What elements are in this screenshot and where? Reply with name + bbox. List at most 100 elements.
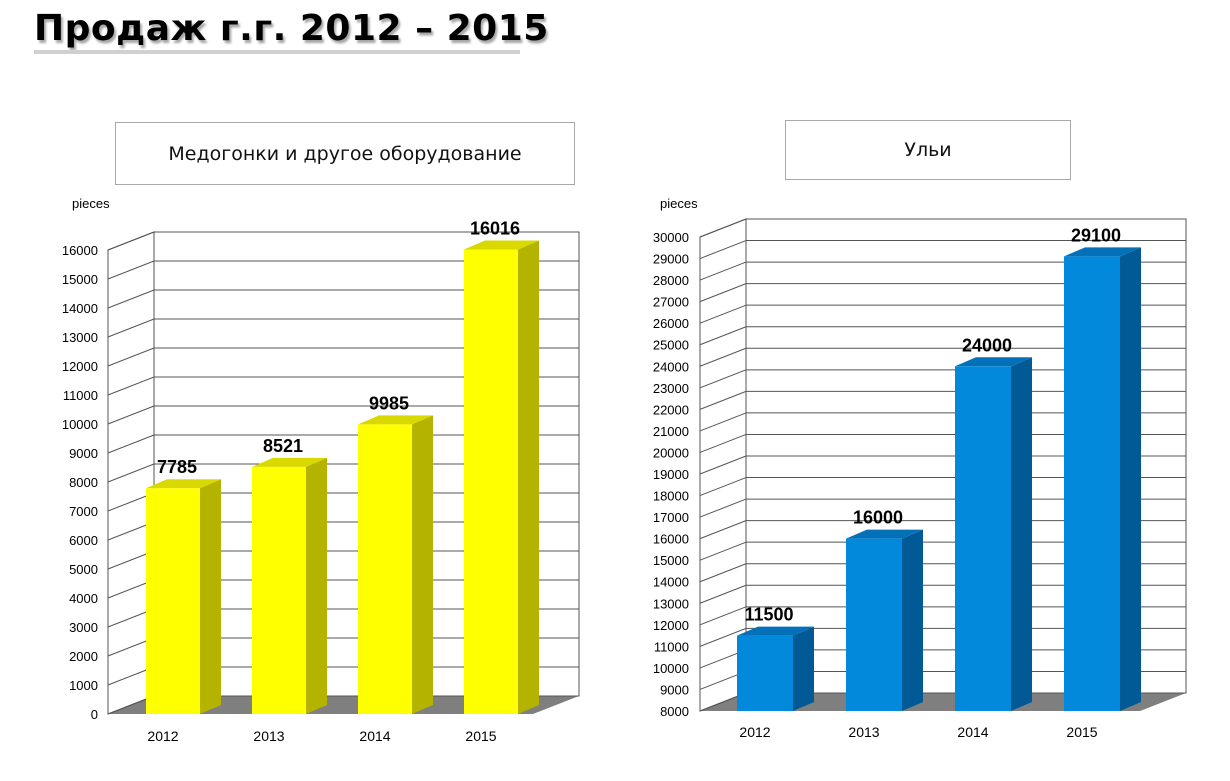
chart-2-data-label: 16000 <box>853 508 903 528</box>
chart-2-y-tick-label: 11000 <box>654 639 689 654</box>
chart-2-y-tick-label: 24000 <box>653 359 689 374</box>
chart-1-y-tick-label: 0 <box>91 707 98 722</box>
chart-1-y-tick-label: 14000 <box>62 301 98 316</box>
chart-1-bar-top <box>252 457 327 467</box>
chart-2-unit-label: pieces <box>660 196 698 211</box>
chart-2-grid-slant <box>699 304 747 324</box>
chart-1-title: Медогонки и другое оборудование <box>168 142 522 165</box>
chart-2-grid-slant <box>699 627 747 647</box>
chart-1-grid-slant <box>107 260 155 280</box>
chart-2-grid-slant <box>699 541 747 561</box>
chart-1-x-tick-label: 2015 <box>465 728 496 744</box>
chart-2-grid-slant <box>699 498 747 518</box>
chart-1-grid-slant <box>107 318 155 338</box>
chart-1-x-tick-label: 2013 <box>253 728 284 744</box>
chart-2-grid-slant <box>699 606 747 626</box>
chart-1-grid-slant <box>107 376 155 396</box>
chart-1-y-tick-label: 13000 <box>62 330 98 345</box>
chart-1-bar <box>464 249 518 714</box>
chart-1-y-tick-label: 16000 <box>62 243 98 258</box>
chart-1-y-tick-label: 1000 <box>69 678 98 693</box>
chart-2-bar <box>1064 256 1120 711</box>
chart-2-bar <box>737 635 793 711</box>
chart-2-y-tick-label: 30000 <box>653 230 689 245</box>
chart-2-grid-slant <box>699 261 747 281</box>
chart-1-bar-side <box>518 240 539 714</box>
chart-2-y-tick-label: 23000 <box>653 381 689 396</box>
chart-2-bar-side <box>902 529 923 711</box>
chart-1-grid-slant <box>107 231 155 251</box>
chart-1-y-tick-label: 4000 <box>69 591 98 606</box>
chart-1-y-tick-label: 11000 <box>63 388 98 403</box>
chart-1-bar-top <box>146 479 221 489</box>
chart-2-x-tick-label: 2012 <box>739 724 770 740</box>
chart-2-grid-slant <box>699 563 747 583</box>
chart-2-grid-slant <box>699 455 747 475</box>
chart-1-grid-slant <box>107 405 155 425</box>
chart-2-y-tick-label: 16000 <box>653 532 689 547</box>
chart-2-grid-slant <box>699 412 747 432</box>
chart-2-data-label: 24000 <box>962 335 1012 355</box>
chart-2-data-label: 11500 <box>744 605 793 625</box>
chart-1-bar-side <box>412 415 433 714</box>
chart-2-y-tick-label: 8000 <box>660 704 689 719</box>
chart-2-bar-side <box>1120 247 1141 711</box>
chart-2-grid-slant <box>699 283 747 303</box>
chart-2-y-tick-label: 14000 <box>653 575 689 590</box>
chart-1-bar-top <box>358 415 433 425</box>
chart-1-y-tick-label: 7000 <box>69 504 98 519</box>
chart-2-title-box: Ульи <box>785 120 1071 180</box>
chart-2-y-tick-label: 20000 <box>653 445 689 460</box>
chart-1-bar <box>252 466 306 714</box>
chart-2-grid-slant <box>699 240 747 260</box>
chart-2-bar-top <box>1064 247 1141 257</box>
chart-2-y-tick-label: 27000 <box>653 295 689 310</box>
chart-1-data-label: 8521 <box>263 436 303 456</box>
chart-2-y-tick-label: 12000 <box>653 618 689 633</box>
chart-2-grid-slant <box>699 369 747 389</box>
title-underline <box>34 50 520 54</box>
chart-1-y-tick-label: 9000 <box>69 446 98 461</box>
chart-2-y-tick-label: 29000 <box>653 252 689 267</box>
chart-1-bar-side <box>200 479 221 714</box>
chart-2-grid-slant <box>699 477 747 497</box>
chart-2-bar <box>955 366 1011 711</box>
chart-2-y-tick-label: 19000 <box>653 467 689 482</box>
chart-2-y-tick-label: 9000 <box>660 682 689 697</box>
chart-1-unit-label: pieces <box>72 196 110 211</box>
chart-1-data-label: 7785 <box>157 457 197 477</box>
chart-2-bar-side <box>793 626 814 711</box>
chart-2-bar-top <box>846 529 923 539</box>
chart-1-bar <box>358 424 412 714</box>
chart-2-y-tick-label: 15000 <box>653 553 689 568</box>
page-title: Продаж г.г. 2012 – 2015 <box>34 8 549 49</box>
chart-1-x-tick-label: 2014 <box>359 728 390 744</box>
chart-2-y-tick-label: 22000 <box>653 402 689 417</box>
chart-2-x-tick-label: 2015 <box>1066 724 1097 740</box>
chart-2-y-tick-label: 25000 <box>653 338 689 353</box>
chart-2-grid-slant <box>699 218 747 238</box>
chart-1-x-tick-label: 2012 <box>147 728 178 744</box>
chart-1-grid-slant <box>107 289 155 309</box>
chart-2-bar-side <box>1011 357 1032 711</box>
chart-1-y-tick-label: 2000 <box>69 649 98 664</box>
chart-1-bar-top <box>464 240 539 250</box>
chart-2-bar <box>846 538 902 711</box>
chart-1-bar <box>146 488 200 714</box>
chart-1-y-tick-label: 6000 <box>69 533 98 548</box>
chart-1-title-box: Медогонки и другое оборудование <box>115 122 575 185</box>
chart-1-y-tick-label: 15000 <box>62 272 98 287</box>
chart-1-bar-side <box>306 457 327 714</box>
chart-2-y-tick-label: 28000 <box>653 273 689 288</box>
chart-1-grid-slant <box>107 434 155 454</box>
chart-2-grid-slant <box>699 326 747 346</box>
chart-1-y-tick-label: 5000 <box>69 562 98 577</box>
chart-2-bar-top <box>955 357 1032 367</box>
chart-1-y-tick-label: 10000 <box>62 417 98 432</box>
chart-2-x-tick-label: 2013 <box>848 724 879 740</box>
chart-1-y-tick-label: 8000 <box>69 475 98 490</box>
chart-1-data-label: 16016 <box>470 219 520 239</box>
chart-1-y-tick-label: 12000 <box>62 359 98 374</box>
chart-1-y-tick-label: 3000 <box>69 620 98 635</box>
